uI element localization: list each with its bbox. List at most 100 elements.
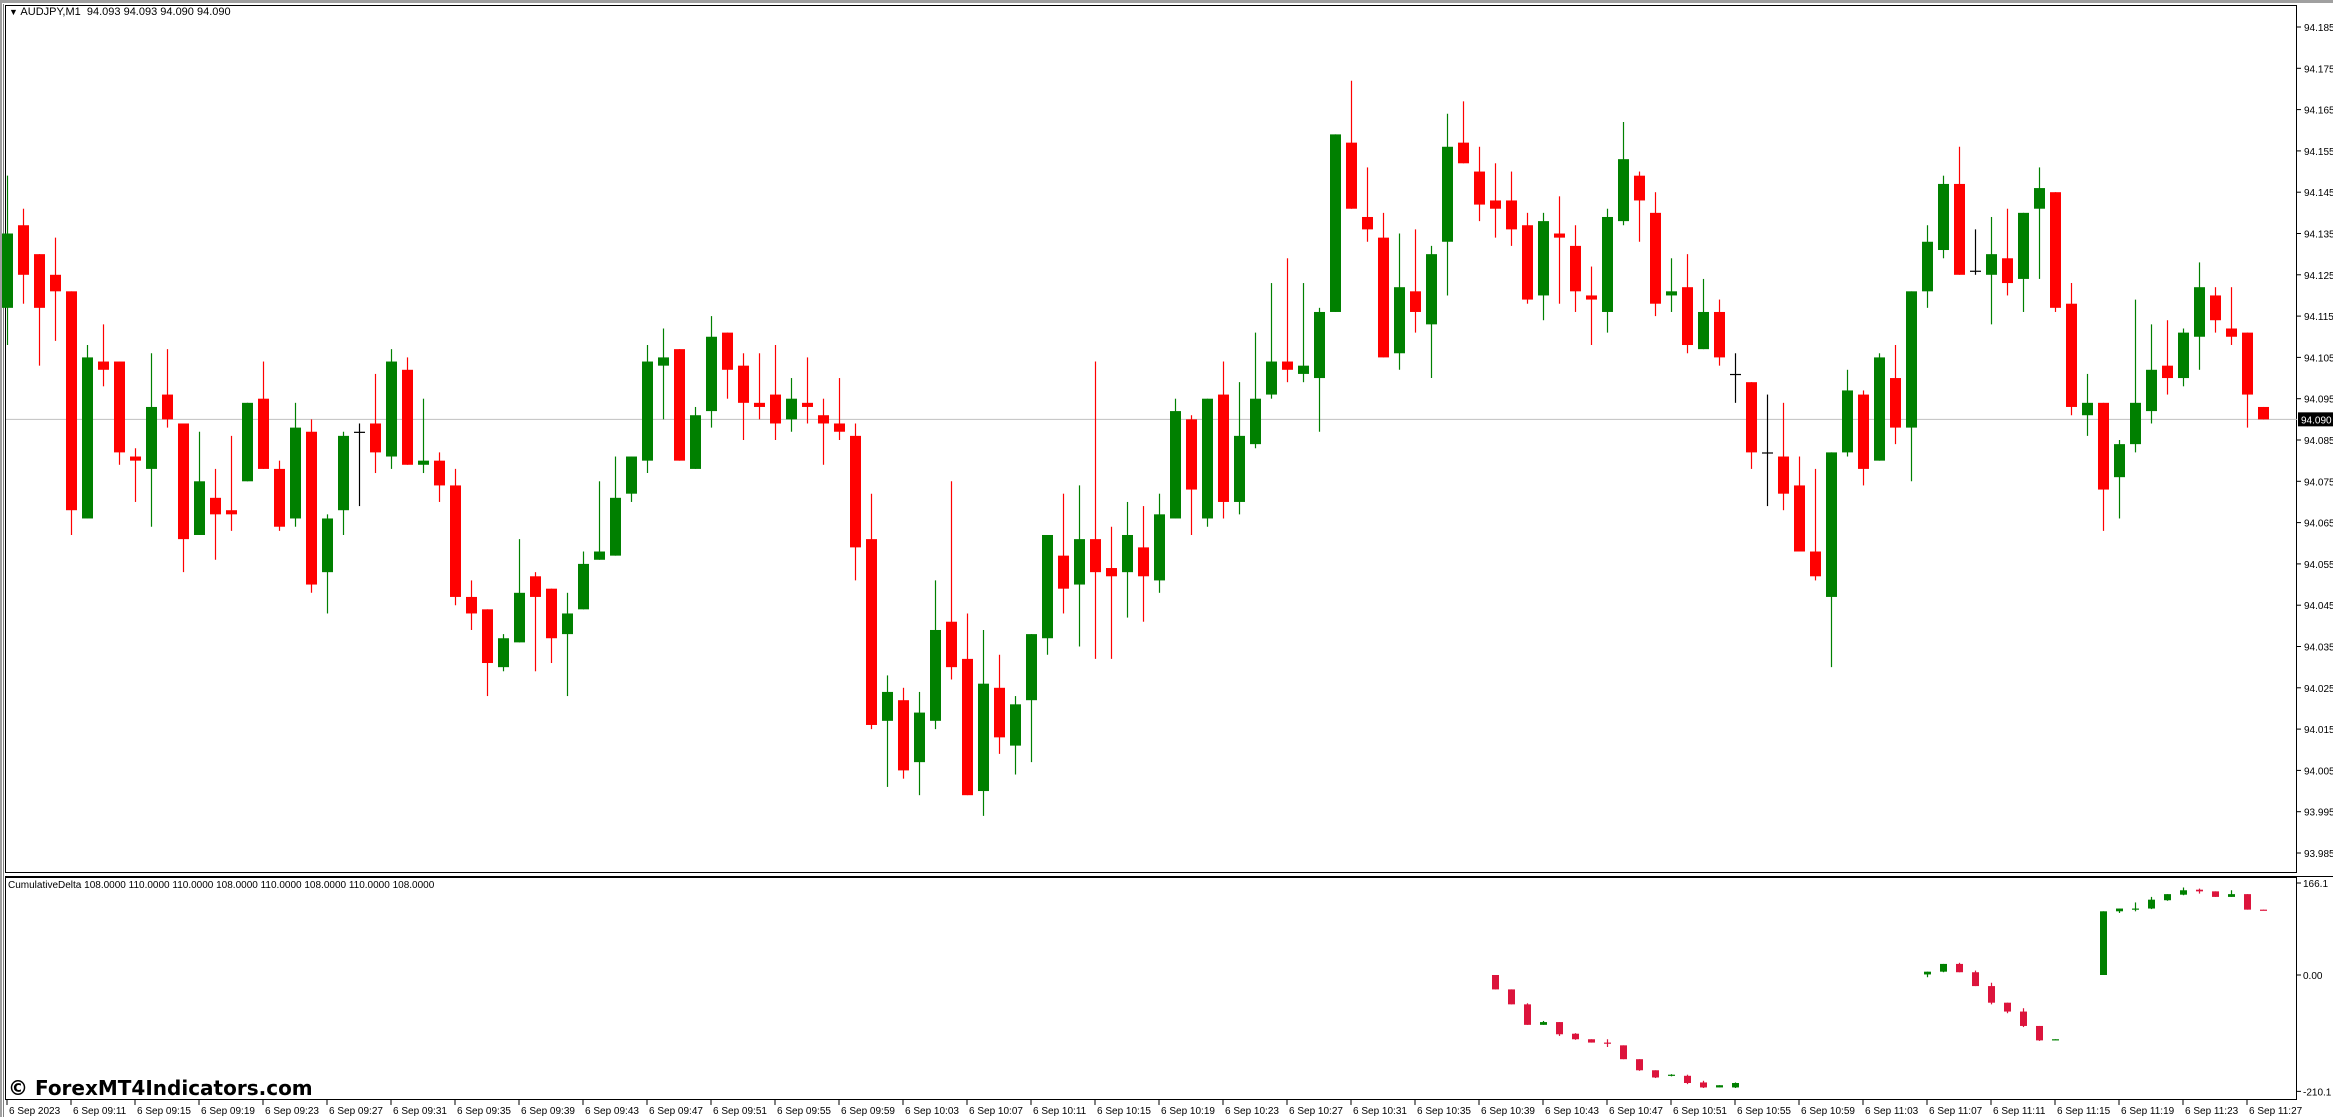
time-tick-label: 6 Sep 10:39 bbox=[1481, 1106, 1535, 1117]
time-tick-label: 6 Sep 11:27 bbox=[2249, 1106, 2303, 1117]
price-candle bbox=[130, 448, 141, 502]
price-candle bbox=[1906, 291, 1917, 482]
price-candle-body bbox=[914, 712, 925, 763]
price-tick-label: 94.145 bbox=[2304, 188, 2333, 199]
price-candle bbox=[1986, 216, 1997, 325]
price-candle bbox=[226, 435, 237, 531]
price-candle bbox=[1170, 398, 1181, 519]
price-candle-body bbox=[1490, 200, 1501, 209]
delta-bar-body bbox=[2116, 908, 2123, 912]
time-tick-label: 6 Sep 11:07 bbox=[1929, 1106, 1983, 1117]
price-candle-body bbox=[386, 361, 397, 457]
delta-bar bbox=[1572, 1033, 1579, 1040]
price-candle-body bbox=[1682, 287, 1693, 346]
delta-bar-body bbox=[1716, 1085, 1723, 1088]
price-candle-body bbox=[2050, 192, 2061, 308]
delta-bar-body bbox=[1956, 963, 1963, 973]
price-tick-label: 94.105 bbox=[2304, 353, 2333, 364]
delta-bar bbox=[1940, 963, 1947, 973]
price-candle bbox=[210, 468, 221, 560]
price-candle-body bbox=[1298, 365, 1309, 374]
delta-bar bbox=[1620, 1045, 1627, 1060]
price-candle bbox=[1538, 212, 1549, 321]
price-candle-body bbox=[2130, 402, 2141, 445]
price-candle bbox=[1474, 146, 1485, 222]
price-tick-label: 94.055 bbox=[2304, 560, 2333, 571]
price-candle-body bbox=[194, 481, 205, 535]
time-tick-label: 6 Sep 10:23 bbox=[1225, 1106, 1279, 1117]
price-candle-body bbox=[1986, 254, 1997, 275]
price-candle-body bbox=[2114, 444, 2125, 478]
delta-bar bbox=[2004, 1002, 2011, 1014]
time-tick-label: 6 Sep 09:11 bbox=[73, 1106, 127, 1117]
time-tick-label: 6 Sep 10:31 bbox=[1353, 1106, 1407, 1117]
time-tick-label: 6 Sep 09:35 bbox=[457, 1106, 511, 1117]
price-candle bbox=[2018, 212, 2029, 312]
price-candle-body bbox=[178, 423, 189, 540]
price-candle bbox=[482, 609, 493, 697]
price-candle bbox=[1746, 382, 1757, 469]
price-candle-body bbox=[2226, 328, 2237, 337]
price-candle bbox=[1330, 134, 1341, 312]
delta-bar-body bbox=[2004, 1002, 2011, 1012]
price-candle-body bbox=[1666, 291, 1677, 296]
time-tick-label: 6 Sep 10:43 bbox=[1545, 1106, 1599, 1117]
price-candle bbox=[1890, 345, 1901, 445]
price-candle bbox=[2210, 287, 2221, 333]
delta-bar-body bbox=[1684, 1075, 1691, 1084]
price-candle bbox=[1570, 225, 1581, 312]
price-candle-body bbox=[1778, 456, 1789, 494]
price-candle-body bbox=[1058, 555, 1069, 589]
price-candle-body bbox=[1842, 390, 1853, 453]
price-candle bbox=[2226, 287, 2237, 346]
price-candle-body bbox=[274, 468, 285, 527]
price-candle bbox=[706, 316, 717, 428]
delta-bar-body bbox=[2180, 890, 2187, 895]
indicator-label: CumulativeDelta 108.0000 110.0000 110.00… bbox=[8, 880, 435, 891]
price-candle-body bbox=[2258, 406, 2269, 420]
indicator-tick-label: 166.1 bbox=[2303, 879, 2328, 890]
current-price-label: 94.090 bbox=[2301, 415, 2332, 426]
price-candle-body bbox=[418, 460, 429, 465]
triangle-down-icon[interactable]: ▼ bbox=[9, 7, 21, 17]
price-candle-body bbox=[1826, 452, 1837, 597]
price-candles bbox=[2, 80, 2269, 816]
price-tick-label: 94.015 bbox=[2304, 725, 2333, 736]
price-candle-body bbox=[818, 415, 829, 424]
price-candle-body bbox=[1570, 245, 1581, 292]
price-candle bbox=[578, 551, 589, 610]
price-candle bbox=[1010, 696, 1021, 775]
price-candle-body bbox=[1714, 311, 1725, 358]
delta-bar bbox=[1972, 970, 1979, 987]
price-candle bbox=[722, 332, 733, 399]
delta-bar bbox=[1924, 971, 1931, 978]
price-candle-body bbox=[2210, 295, 2221, 321]
price-candle bbox=[354, 423, 365, 507]
delta-bar-body bbox=[1524, 1004, 1531, 1025]
price-candle bbox=[1842, 369, 1853, 457]
price-candle-body bbox=[1026, 634, 1037, 701]
price-candle-body bbox=[1890, 378, 1901, 428]
price-candle-body bbox=[1730, 373, 1741, 376]
price-candle bbox=[370, 373, 381, 474]
price-candle bbox=[978, 629, 989, 816]
price-candle bbox=[1442, 113, 1453, 296]
price-candle bbox=[514, 539, 525, 643]
price-candle bbox=[1618, 121, 1629, 226]
price-candle-body bbox=[1426, 254, 1437, 325]
price-candle-body bbox=[1634, 175, 1645, 201]
time-tick-label: 6 Sep 10:07 bbox=[969, 1106, 1023, 1117]
price-candle bbox=[2002, 208, 2013, 296]
price-candle-body bbox=[34, 254, 45, 308]
delta-bar-body bbox=[1636, 1059, 1643, 1071]
price-candle-body bbox=[1330, 134, 1341, 312]
price-candle bbox=[98, 324, 109, 387]
price-candle bbox=[66, 291, 77, 535]
price-candle bbox=[402, 357, 413, 465]
delta-bar-body bbox=[1508, 989, 1515, 1005]
delta-bar bbox=[1508, 989, 1515, 1005]
price-candle-body bbox=[1458, 142, 1469, 164]
delta-bar bbox=[2180, 887, 2187, 896]
price-candle-body bbox=[258, 398, 269, 469]
